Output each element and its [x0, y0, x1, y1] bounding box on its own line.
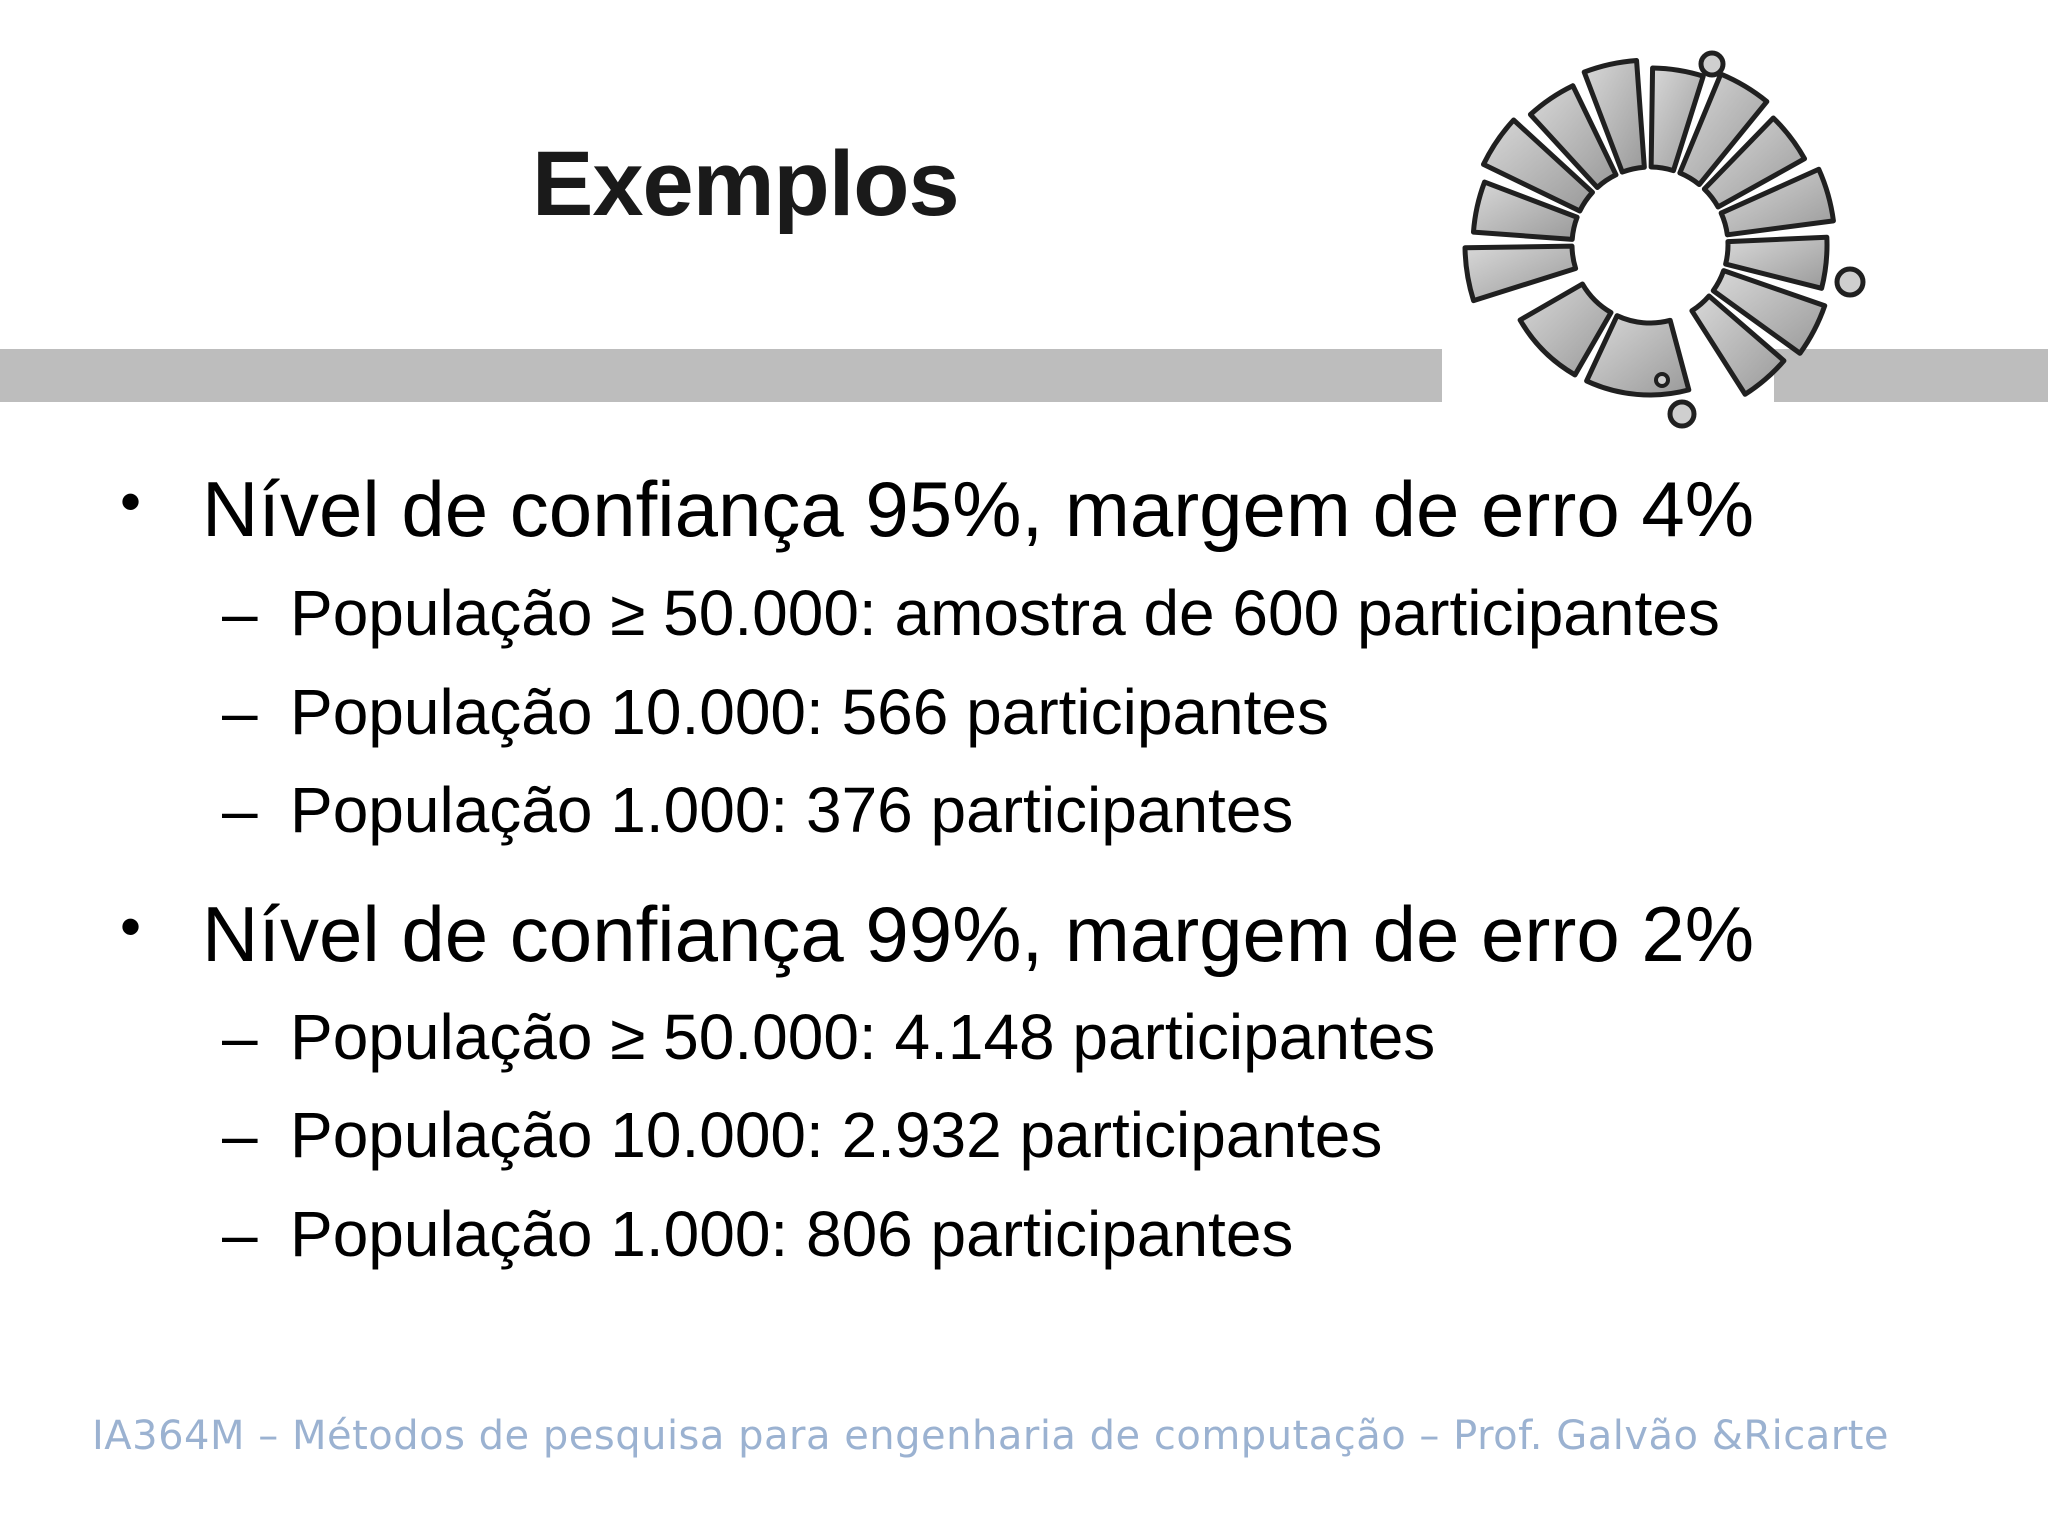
sub-item-text: População 10.000: 566 participantes: [290, 676, 1329, 748]
sub-item-text: População 10.000: 2.932 participantes: [290, 1099, 1383, 1171]
bullet-text: Nível de confiança 99%, margem de erro 2…: [202, 890, 1755, 978]
sub-item-dash: –: [222, 577, 258, 649]
logo-segment: [1723, 234, 1830, 291]
logo-segment: [1517, 281, 1614, 378]
sub-item-text: População 1.000: 376 participantes: [290, 774, 1294, 846]
university-logo-icon: [1462, 50, 1866, 429]
logo-segment: [1581, 57, 1647, 175]
sub-item-text: População ≥ 50.000: 4.148 participantes: [290, 1001, 1436, 1073]
logo-segment: [1527, 83, 1619, 190]
logo-segment: [1677, 71, 1770, 188]
sub-item-text: População ≥ 50.000: amostra de 600 parti…: [290, 577, 1720, 649]
logo-segment: [1689, 293, 1787, 397]
header-divider-bar-right: [1774, 349, 2048, 402]
logo-segment: [1462, 243, 1579, 304]
logo-segment: [1480, 117, 1595, 214]
sub-item-text: População 1.000: 806 participantes: [290, 1198, 1294, 1270]
bullet-symbol: •: [120, 893, 142, 960]
bullet-symbol: •: [120, 468, 142, 535]
slide-footer: IA364M – Métodos de pesquisa para engenh…: [92, 1413, 1890, 1459]
sub-item-dash: –: [222, 1099, 258, 1171]
sub-item-dash: –: [222, 1001, 258, 1073]
logo-segment: [1701, 115, 1808, 210]
bullet-text: Nível de confiança 95%, margem de erro 4…: [202, 465, 1755, 553]
header-divider-bar-left: [0, 349, 1442, 402]
logo-segment: [1470, 179, 1580, 242]
sub-item-dash: –: [222, 774, 258, 846]
slide-title: Exemplos: [532, 133, 960, 235]
sub-item-dash: –: [222, 676, 258, 748]
sub-item-dash: –: [222, 1198, 258, 1270]
logo-segment: [1718, 166, 1836, 238]
logo-segment: [1648, 65, 1706, 174]
logo-segment: [1710, 268, 1828, 356]
